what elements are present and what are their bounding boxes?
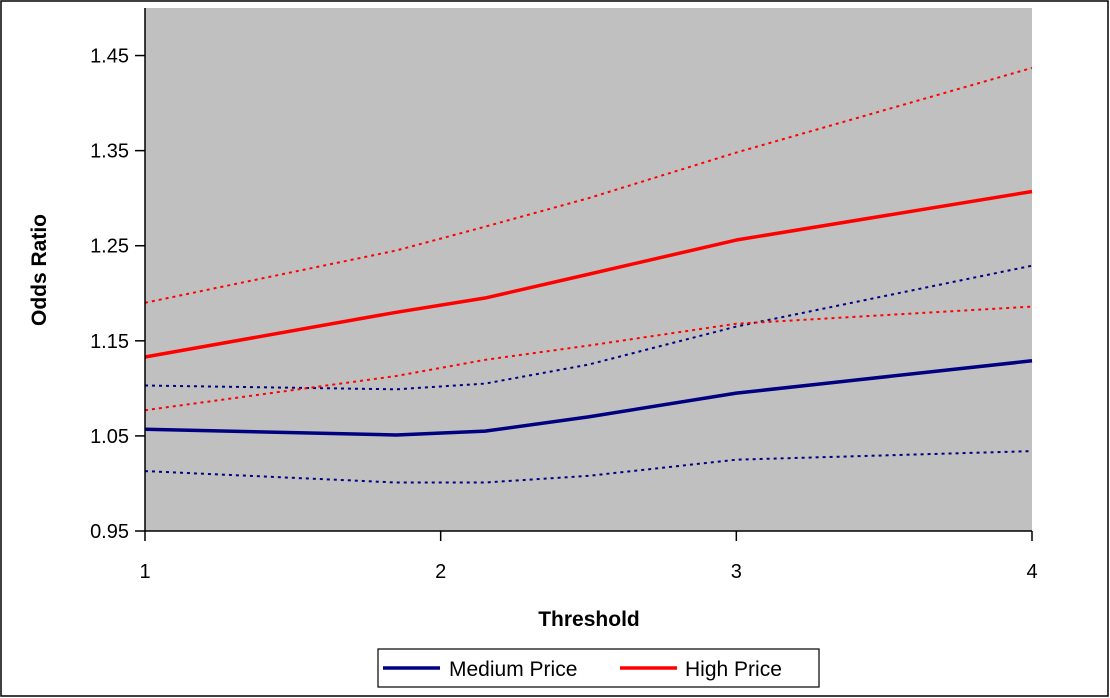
legend-label-medium-price: Medium Price <box>449 658 577 681</box>
y-tick-label: 1.25 <box>90 236 129 258</box>
x-tick-label: 2 <box>435 561 446 583</box>
series-line-series-1-dotted-1 <box>144 264 1033 391</box>
y-axis-title: Odds Ratio <box>28 214 51 326</box>
series-line-medium-price-solid-0 <box>144 359 1033 437</box>
series-line-series-5-dotted-5 <box>144 305 1033 412</box>
series-layer <box>144 66 1033 484</box>
y-tick-label: 1.35 <box>90 141 129 163</box>
x-tick-label: 4 <box>1026 561 1037 583</box>
y-axis-ticks: 0.95 1.05 1.15 1.25 1.35 1.45 <box>90 46 145 543</box>
x-tick-label: 3 <box>731 561 742 583</box>
legend: Medium Price High Price <box>377 648 820 688</box>
y-tick-label: 0.95 <box>90 521 129 543</box>
series-line-series-2-dotted-2 <box>144 450 1033 484</box>
legend-label-high-price: High Price <box>685 658 782 681</box>
series-line-high-price-solid-3 <box>144 189 1033 359</box>
x-axis-title: Threshold <box>538 608 640 631</box>
y-tick-label: 1.15 <box>90 331 129 353</box>
x-axis-ticks: 1 2 3 4 <box>139 531 1038 583</box>
legend-box <box>377 648 820 688</box>
plot-area <box>145 8 1032 531</box>
y-tick-label: 1.45 <box>90 46 129 68</box>
y-tick-label: 1.05 <box>90 426 129 448</box>
x-tick-label: 1 <box>139 561 150 583</box>
